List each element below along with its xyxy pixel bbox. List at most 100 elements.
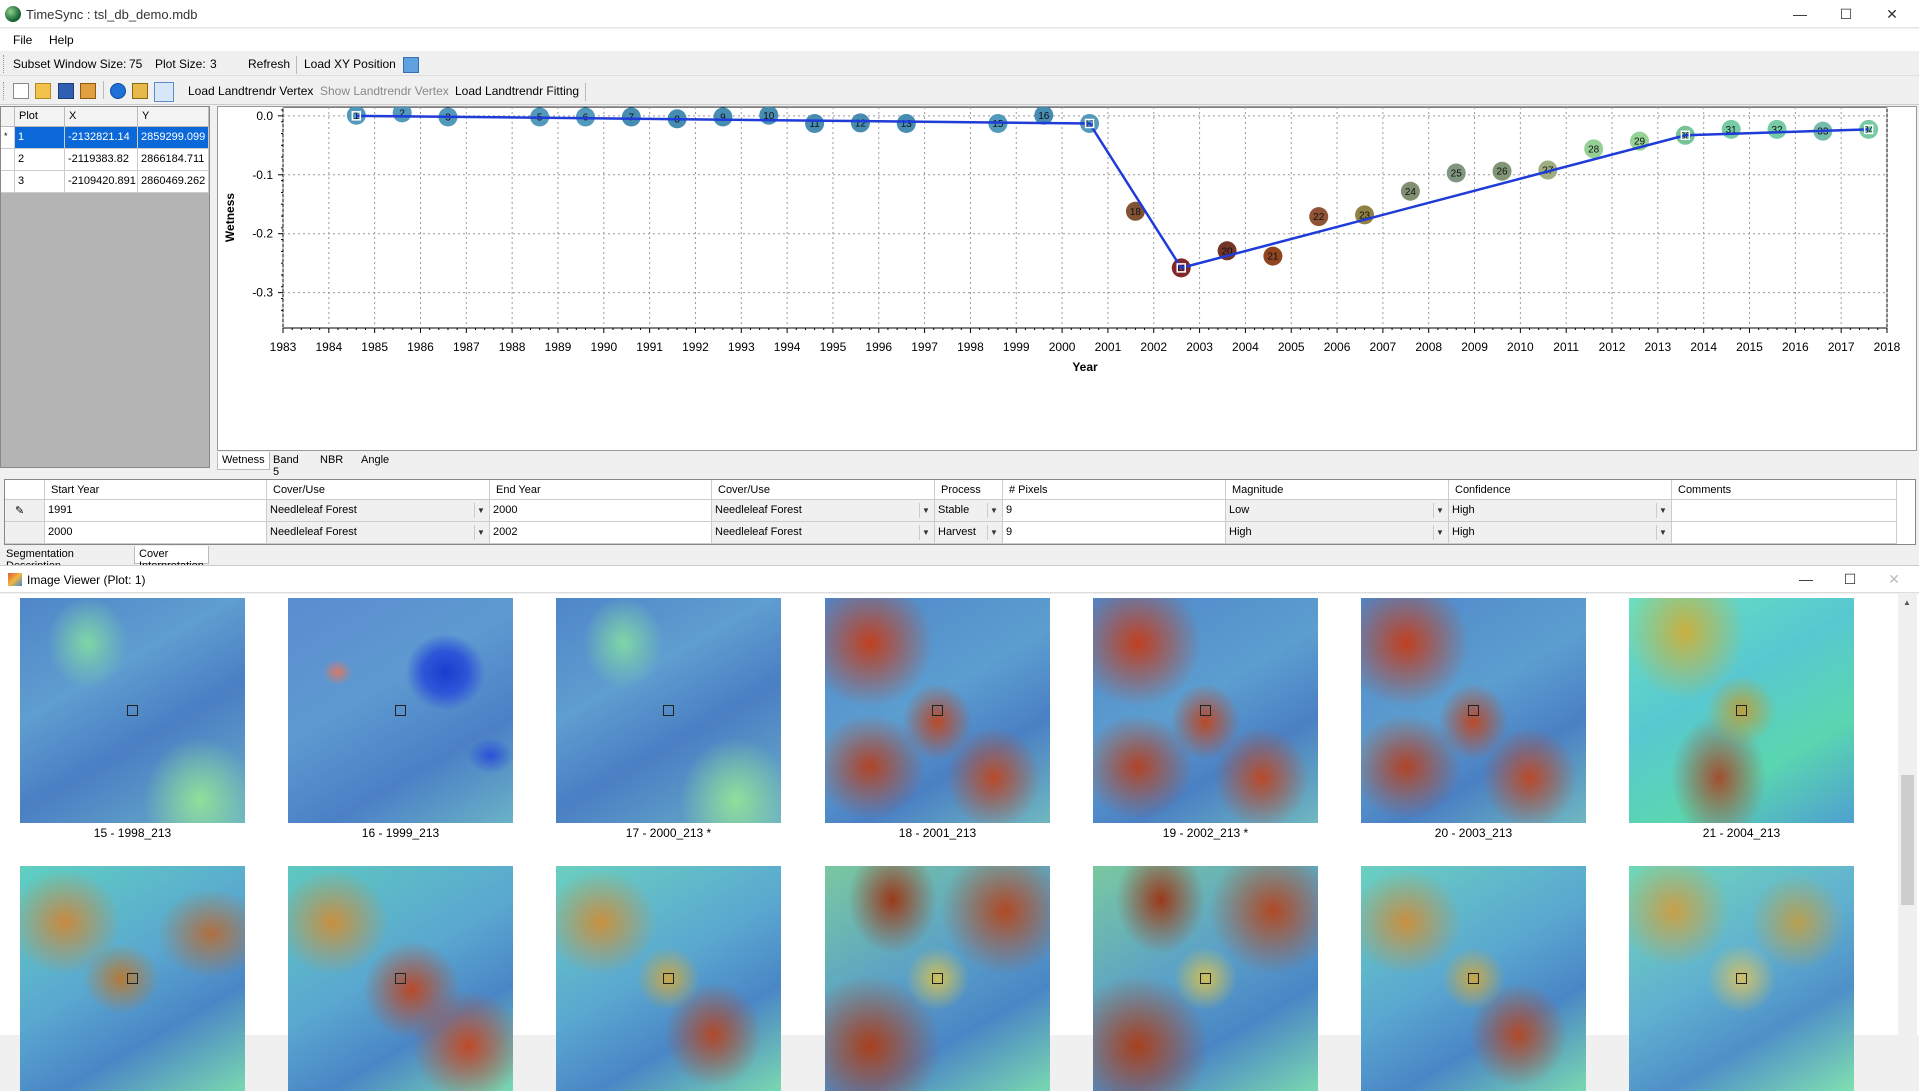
cover-use-dropdown[interactable]: Needleleaf Forest ▼ xyxy=(712,522,935,544)
x-cell[interactable]: -2119383.82 xyxy=(65,149,138,171)
image-chip[interactable] xyxy=(288,866,513,1091)
minimize-button[interactable]: — xyxy=(1799,571,1813,587)
image-chip[interactable] xyxy=(1093,866,1318,1091)
comments-cell[interactable] xyxy=(1672,500,1897,522)
scroll-up-icon[interactable]: ▲ xyxy=(1903,598,1911,607)
menu-file[interactable]: File xyxy=(13,33,33,47)
cover-use-dropdown[interactable]: Needleleaf Forest ▼ xyxy=(712,500,935,522)
folder-icon[interactable] xyxy=(132,83,148,99)
image-chip[interactable] xyxy=(1093,598,1318,823)
info-icon[interactable] xyxy=(110,83,126,99)
table-row[interactable]: 2 -2119383.82 2866184.711 xyxy=(1,149,209,171)
plot-cell[interactable]: 1 xyxy=(15,127,65,149)
y-cell[interactable]: 2866184.711 xyxy=(138,149,209,171)
load-xy-position-button[interactable]: Load XY Position xyxy=(304,57,396,71)
image-chip[interactable] xyxy=(556,866,781,1091)
load-landtrendr-vertex-button[interactable]: Load Landtrendr Vertex xyxy=(188,84,314,98)
y-cell[interactable]: 2860469.262 xyxy=(138,171,209,193)
image-chip[interactable] xyxy=(20,866,245,1091)
plot-cell[interactable]: 2 xyxy=(15,149,65,171)
close-button[interactable]: ✕ xyxy=(1886,6,1898,22)
tab-band5[interactable]: Band 5 xyxy=(273,454,299,478)
image-chip[interactable] xyxy=(1629,866,1854,1091)
x-cell[interactable]: -2132821.14 xyxy=(65,127,138,149)
scrollbar-thumb[interactable] xyxy=(1901,775,1914,905)
pixels-cell[interactable]: 9 xyxy=(1003,500,1226,522)
magnitude-dropdown[interactable]: High ▼ xyxy=(1226,522,1449,544)
load-landtrendr-fitting-button[interactable]: Load Landtrendr Fitting xyxy=(455,84,580,98)
end-year-header[interactable]: End Year xyxy=(490,480,712,500)
image-chip[interactable] xyxy=(825,598,1050,823)
cover-use-header[interactable]: Cover/Use xyxy=(712,480,935,500)
tab-angle[interactable]: Angle xyxy=(361,454,390,466)
tab-wetness[interactable]: Wetness xyxy=(217,452,270,470)
image-chip[interactable] xyxy=(288,598,513,823)
confidence-header[interactable]: Confidence xyxy=(1449,480,1672,500)
trajectory-chart[interactable]: 1983 1984 1985 1986 1987 1988 1989 1990 1991 1992… xyxy=(218,103,1916,450)
confidence-dropdown[interactable]: High ▼ xyxy=(1449,522,1672,544)
start-year-cell[interactable]: 2000 xyxy=(45,522,267,544)
plot-column-header[interactable]: Plot xyxy=(15,107,65,127)
cover-use-dropdown[interactable]: Needleleaf Forest ▼ xyxy=(267,522,490,544)
x-column-header[interactable]: X xyxy=(65,107,138,127)
y-column-header[interactable]: Y xyxy=(138,107,209,127)
chevron-down-icon[interactable]: ▼ xyxy=(987,525,1000,540)
x-cell[interactable]: -2109420.891 xyxy=(65,171,138,193)
start-year-header[interactable]: Start Year xyxy=(45,480,267,500)
close-button[interactable]: ✕ xyxy=(1888,571,1900,587)
plot-size-value[interactable]: 3 xyxy=(210,57,217,71)
y-cell[interactable]: 2859299.099 xyxy=(138,127,209,149)
table-row[interactable]: * 1 -2132821.14 2859299.099 xyxy=(1,127,209,149)
chevron-down-icon[interactable]: ▼ xyxy=(1656,503,1669,518)
magnitude-dropdown[interactable]: Low ▼ xyxy=(1226,500,1449,522)
new-icon[interactable] xyxy=(13,83,29,99)
image-viewer-scrollbar[interactable]: ▲ xyxy=(1898,594,1917,1035)
wetness-chart-panel[interactable]: 1983 1984 1985 1986 1987 1988 1989 1990 1991 1992… xyxy=(217,103,1917,451)
magnitude-header[interactable]: Magnitude xyxy=(1226,480,1449,500)
subset-window-value[interactable]: 75 xyxy=(129,57,143,71)
image-chip[interactable] xyxy=(556,598,781,823)
cover-use-dropdown[interactable]: Needleleaf Forest ▼ xyxy=(267,500,490,522)
start-year-cell[interactable]: 1991 xyxy=(45,500,267,522)
chevron-down-icon[interactable]: ▼ xyxy=(474,503,487,518)
image-chip[interactable] xyxy=(20,598,245,823)
chevron-down-icon[interactable]: ▼ xyxy=(1433,525,1446,540)
image-chip[interactable] xyxy=(1361,866,1586,1091)
end-year-cell[interactable]: 2000 xyxy=(490,500,712,522)
comments-cell[interactable] xyxy=(1672,522,1897,544)
confidence-dropdown[interactable]: High ▼ xyxy=(1449,500,1672,522)
chevron-down-icon[interactable]: ▼ xyxy=(987,503,1000,518)
image-chip[interactable] xyxy=(825,866,1050,1091)
save-icon[interactable] xyxy=(58,83,74,99)
chevron-down-icon[interactable]: ▼ xyxy=(1656,525,1669,540)
maximize-button[interactable]: ☐ xyxy=(1843,571,1857,587)
tab-segmentation-description[interactable]: Segmentation Description xyxy=(2,546,78,572)
show-landtrendr-vertex-button[interactable]: Show Landtrendr Vertex xyxy=(320,84,449,98)
comments-header[interactable]: Comments xyxy=(1672,480,1897,500)
plot-cell[interactable]: 3 xyxy=(15,171,65,193)
cover-use-header[interactable]: Cover/Use xyxy=(267,480,490,500)
refresh-button[interactable]: Refresh xyxy=(248,57,291,71)
process-dropdown[interactable]: Harvest ▼ xyxy=(935,522,1003,544)
pixels-header[interactable]: # Pixels xyxy=(1003,480,1226,500)
chevron-down-icon[interactable]: ▼ xyxy=(919,525,932,540)
process-header[interactable]: Process xyxy=(935,480,1003,500)
tab-nbr[interactable]: NBR xyxy=(320,454,344,466)
open-icon[interactable] xyxy=(35,83,51,99)
chevron-down-icon[interactable]: ▼ xyxy=(1433,503,1446,518)
chevron-down-icon[interactable]: ▼ xyxy=(919,503,932,518)
export-icon[interactable] xyxy=(80,83,96,99)
minimize-button[interactable]: — xyxy=(1793,6,1807,22)
image-chip[interactable] xyxy=(1629,598,1854,823)
table-row[interactable]: 3 -2109420.891 2860469.262 xyxy=(1,171,209,193)
process-dropdown[interactable]: Stable ▼ xyxy=(935,500,1003,522)
menu-help[interactable]: Help xyxy=(49,33,74,47)
map-icon[interactable] xyxy=(403,57,419,73)
maximize-button[interactable]: ☐ xyxy=(1839,6,1853,22)
chevron-down-icon[interactable]: ▼ xyxy=(474,525,487,540)
end-year-cell[interactable]: 2002 xyxy=(490,522,712,544)
curve-icon[interactable] xyxy=(154,82,174,102)
pixels-cell[interactable]: 9 xyxy=(1003,522,1226,544)
tab-cover-interpretation[interactable]: Cover Interpretation xyxy=(134,546,209,572)
image-chip[interactable] xyxy=(1361,598,1586,823)
